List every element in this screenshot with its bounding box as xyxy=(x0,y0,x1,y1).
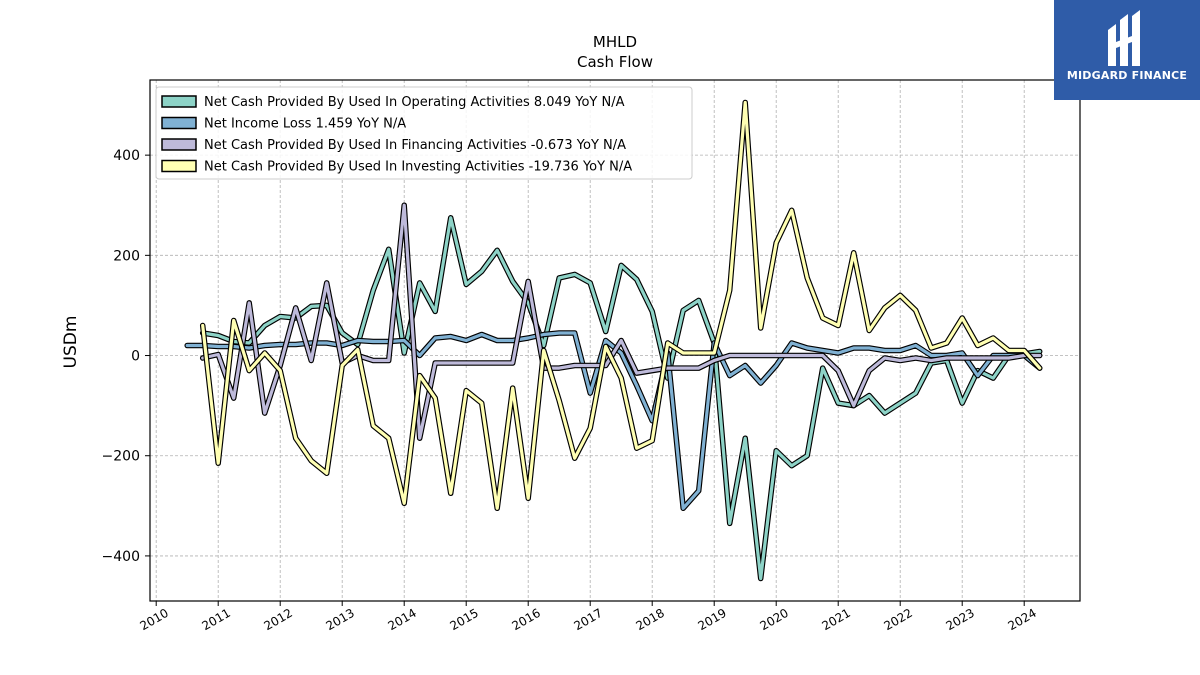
legend-label: Net Cash Provided By Used In Operating A… xyxy=(204,95,625,110)
legend-swatch xyxy=(161,95,197,108)
series-path xyxy=(201,216,1042,581)
y-tick-label: −400 xyxy=(102,549,140,565)
brand-logo: MIDGARD FINANCE xyxy=(1054,0,1200,100)
legend-swatch xyxy=(161,159,197,173)
legend-swatch xyxy=(161,116,197,130)
series-path xyxy=(185,331,1042,510)
legend-swatch xyxy=(161,138,197,151)
legend-label: Net Income Loss 1.459 YoY N/A xyxy=(204,117,406,132)
plot-frame xyxy=(149,79,1081,602)
legend-box xyxy=(155,86,693,180)
chart-title: MHLD xyxy=(593,33,637,51)
legend-label: Net Cash Provided By Used In Financing A… xyxy=(204,138,626,153)
legend: Net Cash Provided By Used In Operating A… xyxy=(155,86,693,180)
y-axis-label: USDm xyxy=(61,316,81,369)
legend-label: Net Cash Provided By Used In Investing A… xyxy=(204,160,632,175)
series-line-3 xyxy=(199,99,1043,512)
brand-mark-icon xyxy=(1108,10,1140,66)
y-tick-label: 0 xyxy=(131,349,140,365)
series-line-1 xyxy=(184,330,1043,512)
brand-name: MIDGARD FINANCE xyxy=(1066,69,1188,82)
series-lines xyxy=(184,99,1043,582)
series-path xyxy=(201,100,1042,510)
chart-subtitle: Cash Flow xyxy=(577,53,653,71)
y-tick-label: 400 xyxy=(113,148,140,164)
y-tick-label: 200 xyxy=(113,248,140,264)
y-tick-label: −200 xyxy=(102,449,140,465)
series-line-0 xyxy=(199,215,1043,582)
